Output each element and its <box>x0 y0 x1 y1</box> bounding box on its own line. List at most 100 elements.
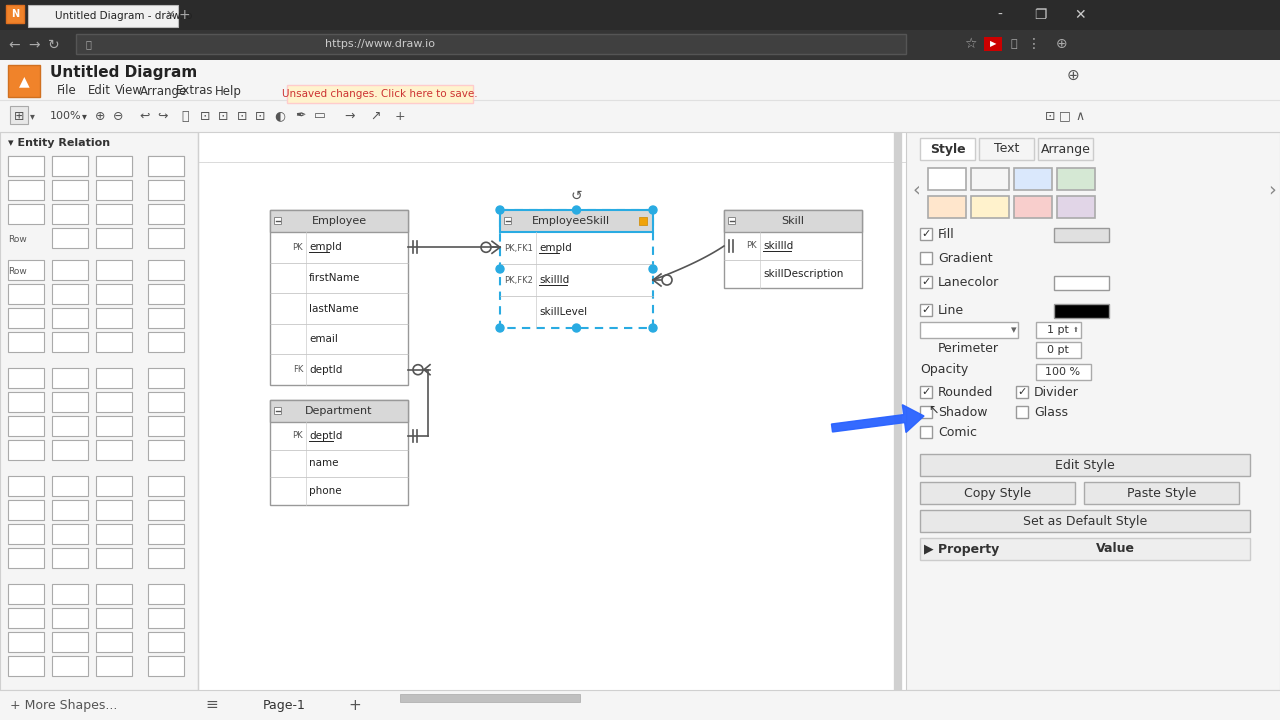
Bar <box>52 608 88 628</box>
Bar <box>96 440 132 460</box>
Text: □: □ <box>1059 109 1071 122</box>
Text: 👤: 👤 <box>1011 39 1018 49</box>
Text: ✓: ✓ <box>922 229 931 239</box>
Bar <box>96 156 132 176</box>
Bar <box>1016 406 1028 418</box>
Bar <box>270 210 408 385</box>
Text: ▾: ▾ <box>29 111 35 121</box>
Bar <box>148 180 184 200</box>
Bar <box>504 217 511 224</box>
Bar <box>96 308 132 328</box>
Bar <box>96 524 132 544</box>
Text: ✓: ✓ <box>1018 387 1027 397</box>
Text: 0 pt: 0 pt <box>1047 345 1069 355</box>
Text: Rounded: Rounded <box>938 385 993 398</box>
Bar <box>724 210 861 288</box>
Bar <box>1053 304 1108 318</box>
Text: +: + <box>394 109 406 122</box>
Bar <box>8 156 44 176</box>
Text: →: → <box>28 38 40 52</box>
Bar <box>0 690 1280 720</box>
Bar <box>920 138 975 160</box>
Text: ☆: ☆ <box>964 37 977 51</box>
Bar <box>1036 342 1082 358</box>
Bar <box>148 584 184 604</box>
Bar <box>148 228 184 248</box>
Bar <box>8 416 44 436</box>
Bar <box>287 85 474 103</box>
Text: ✒: ✒ <box>294 109 305 122</box>
Bar <box>8 284 44 304</box>
Text: ⊡: ⊡ <box>237 109 247 122</box>
Bar <box>906 132 1280 690</box>
Text: 100 %: 100 % <box>1046 367 1080 377</box>
Bar <box>148 548 184 568</box>
Text: Paste Style: Paste Style <box>1126 487 1197 500</box>
Text: ✓: ✓ <box>922 387 931 397</box>
Bar <box>972 196 1009 218</box>
Bar <box>52 584 88 604</box>
Text: PK,FK1: PK,FK1 <box>504 243 532 253</box>
Bar <box>8 500 44 520</box>
Circle shape <box>572 324 581 332</box>
Bar <box>972 168 1009 190</box>
Bar <box>52 156 88 176</box>
Bar <box>1014 196 1052 218</box>
Bar <box>928 196 966 218</box>
Text: EmployeeSkill: EmployeeSkill <box>531 216 609 226</box>
Text: ▭: ▭ <box>314 109 326 122</box>
Text: ≡: ≡ <box>206 698 219 713</box>
Bar <box>148 476 184 496</box>
Bar <box>148 284 184 304</box>
Text: ✕: ✕ <box>165 10 174 20</box>
Bar <box>52 156 88 176</box>
Text: Edit: Edit <box>88 84 111 97</box>
Bar <box>8 656 44 676</box>
Bar <box>52 416 88 436</box>
FancyArrow shape <box>832 405 924 433</box>
Text: Comic: Comic <box>938 426 977 438</box>
Text: deptId: deptId <box>308 365 342 374</box>
Circle shape <box>497 206 504 214</box>
Bar <box>96 548 132 568</box>
Bar <box>96 228 132 248</box>
Text: ↻: ↻ <box>49 38 60 52</box>
Text: skillDescription: skillDescription <box>763 269 844 279</box>
Text: ⬆: ⬆ <box>1073 327 1079 333</box>
Text: PK: PK <box>746 241 756 251</box>
Text: skillId: skillId <box>539 275 570 285</box>
Bar <box>96 416 132 436</box>
Bar <box>8 524 44 544</box>
Bar <box>96 476 132 496</box>
Bar <box>28 5 178 27</box>
Text: ↖: ↖ <box>928 403 938 416</box>
Bar <box>52 308 88 328</box>
Bar <box>920 510 1251 532</box>
Text: ⊖: ⊖ <box>113 109 123 122</box>
Text: ⊞: ⊞ <box>14 109 24 122</box>
Bar <box>96 608 132 628</box>
Text: Extras: Extras <box>177 84 214 97</box>
Bar <box>52 332 88 352</box>
Bar <box>10 106 28 124</box>
Bar <box>198 162 906 690</box>
Bar <box>920 538 1251 560</box>
Text: ▲: ▲ <box>19 74 29 88</box>
Bar <box>984 37 1002 51</box>
Circle shape <box>497 265 504 273</box>
Text: ∧: ∧ <box>1075 109 1084 122</box>
Text: Divider: Divider <box>1034 385 1079 398</box>
Bar <box>724 210 861 232</box>
Bar <box>52 548 88 568</box>
Bar <box>96 156 132 176</box>
Bar <box>8 65 40 97</box>
Bar <box>148 368 184 388</box>
Text: phone: phone <box>308 486 342 496</box>
Text: ↗: ↗ <box>370 109 380 122</box>
Text: Opacity: Opacity <box>920 364 968 377</box>
Text: ⋮: ⋮ <box>1027 37 1041 51</box>
Bar <box>0 0 1280 30</box>
Bar <box>274 217 282 224</box>
Bar <box>1084 482 1239 504</box>
Bar <box>96 368 132 388</box>
